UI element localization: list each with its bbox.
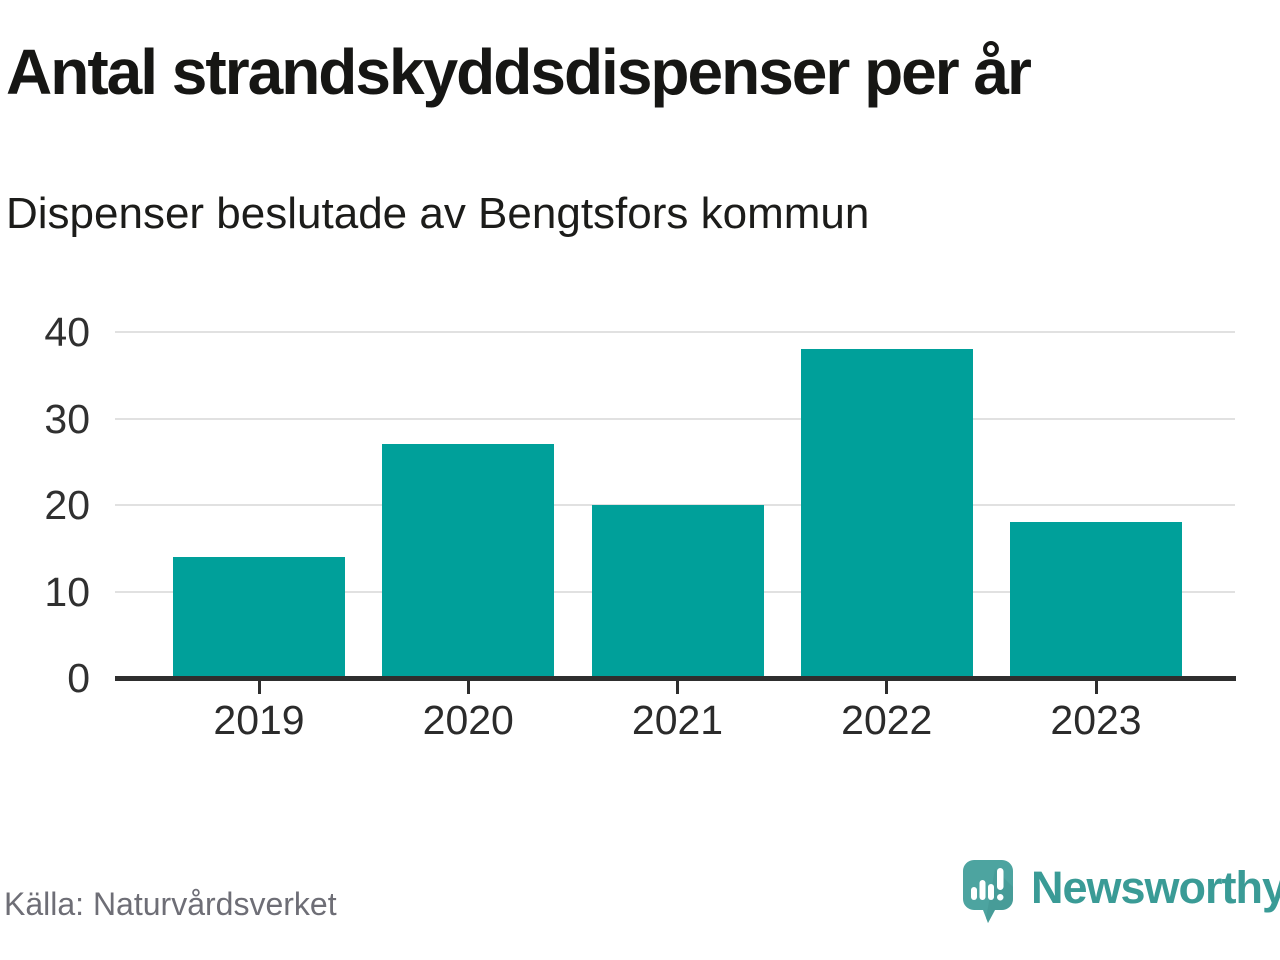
- chart-title: Antal strandskyddsdispenser per år: [6, 36, 1032, 108]
- newsworthy-speech-bubble-bar-chart-icon: [963, 860, 1013, 923]
- newsworthy-logo: Newsworthy: [963, 860, 1280, 924]
- x-axis-tick: [676, 681, 679, 694]
- plot-area: [115, 331, 1235, 678]
- y-tick-label: 10: [44, 568, 90, 615]
- bar-2019: [173, 556, 345, 678]
- x-axis-tick: [885, 681, 889, 694]
- chart-subtitle: Dispenser beslutade av Bengtsfors kommun: [6, 189, 870, 238]
- bar-2020: [382, 444, 555, 678]
- x-axis-tick: [466, 681, 470, 694]
- x-axis-line: [115, 676, 1236, 681]
- bar-2021: [591, 505, 764, 678]
- newsworthy-wordmark: Newsworthy: [1031, 862, 1280, 913]
- x-tick-label: 2021: [631, 697, 724, 743]
- y-tick-label: 30: [44, 395, 90, 442]
- bar-2023: [1010, 522, 1182, 678]
- bar-2022: [800, 349, 973, 678]
- y-tick-label: 40: [44, 309, 90, 355]
- x-axis-tick: [257, 681, 261, 694]
- y-tick-label: 20: [44, 482, 90, 528]
- x-tick-label: 2020: [422, 697, 514, 743]
- x-tick-label: 2019: [213, 697, 305, 743]
- gridline: [115, 331, 1235, 333]
- x-axis-tick: [1094, 681, 1098, 694]
- y-tick-label: 0: [67, 655, 90, 701]
- x-tick-label: 2022: [841, 697, 933, 743]
- source-caption: Källa: Naturvårdsverket: [4, 886, 337, 922]
- x-tick-label: 2023: [1050, 697, 1142, 743]
- gridline: [115, 417, 1235, 420]
